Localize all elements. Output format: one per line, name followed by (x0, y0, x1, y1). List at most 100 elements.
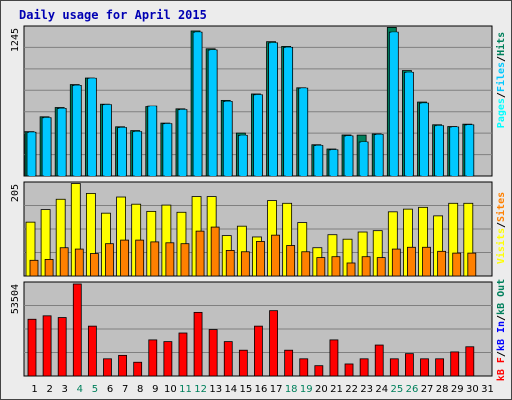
bar-pages-day-17 (270, 42, 277, 176)
bar-pages-day-26 (406, 72, 413, 176)
legend-bottom: kB F/kB In/kB Out (496, 279, 507, 381)
bar-sites-day-24 (376, 257, 386, 277)
bar-pages-day-7 (119, 127, 126, 176)
x-tick-label-25: 25 (391, 384, 404, 395)
bar-pages-day-27 (421, 103, 428, 176)
bar-pages-day-28 (436, 125, 443, 176)
bar-pages-day-3 (59, 108, 66, 176)
bar-kbf-day-6 (103, 358, 112, 377)
bar-pages-day-10 (164, 123, 171, 176)
bar-kbf-day-1 (27, 318, 37, 377)
bar-kbf-day-9 (148, 339, 158, 377)
bar-pages-day-14 (225, 101, 232, 176)
bar-sites-day-15 (240, 251, 250, 277)
x-tick-label-21: 21 (330, 384, 343, 395)
legend-hits: Hits (495, 32, 507, 56)
bar-pages-day-4 (74, 85, 81, 176)
bar-pages-day-23 (361, 142, 368, 176)
x-tick-label-22: 22 (345, 384, 358, 395)
bar-kbf-day-15 (238, 349, 248, 377)
bar-kbf-day-23 (359, 358, 369, 377)
bar-sites-day-26 (407, 246, 416, 277)
bar-sites-day-14 (225, 250, 235, 277)
ymax-label-top: 1245 (10, 28, 21, 52)
x-tick-label-23: 23 (360, 384, 373, 395)
legend-middle: Visits/Sites (495, 192, 507, 264)
bar-pages-day-30 (466, 124, 473, 176)
bar-kbf-day-29 (450, 351, 460, 377)
bar-sites-day-17 (271, 234, 280, 277)
x-tick-label-30: 30 (466, 384, 479, 395)
bar-kbf-day-27 (420, 358, 429, 377)
bar-kbf-day-30 (465, 346, 475, 377)
x-tick-label-17: 17 (270, 384, 283, 395)
x-tick-label-2: 2 (46, 384, 52, 395)
chart-title: Daily usage for April 2015 (19, 8, 207, 22)
bar-sites-day-6 (105, 243, 114, 277)
bar-sites-day-28 (437, 250, 447, 277)
bar-sites-day-9 (150, 241, 160, 277)
x-tick-label-15: 15 (240, 384, 253, 395)
bar-kbf-day-3 (57, 317, 67, 377)
bar-pages-day-15 (240, 135, 247, 176)
x-tick-label-18: 18 (285, 384, 298, 395)
x-tick-label-19: 19 (300, 384, 313, 395)
bar-sites-day-29 (452, 252, 462, 277)
bar-pages-day-20 (315, 145, 322, 176)
x-tick-label-29: 29 (451, 384, 464, 395)
bar-sites-day-13 (210, 226, 220, 277)
bar-pages-day-16 (255, 94, 262, 176)
bar-sites-day-23 (361, 256, 371, 277)
bar-pages-day-19 (300, 88, 307, 176)
bar-sites-day-10 (165, 242, 175, 277)
legend-top: Pages/Files/Hits (495, 32, 507, 128)
x-tick-label-8: 8 (137, 384, 143, 395)
legend-kb-out: kB Out (496, 279, 507, 315)
x-tick-label-16: 16 (255, 384, 268, 395)
bar-kbf-day-13 (208, 329, 218, 377)
bar-pages-day-12 (195, 32, 202, 176)
bar-sites-day-16 (256, 241, 265, 277)
bar-sites-day-20 (316, 257, 326, 277)
bar-pages-day-29 (451, 127, 458, 176)
x-tick-label-20: 20 (315, 384, 328, 395)
x-tick-label-6: 6 (107, 384, 113, 395)
legend-pages: Pages (496, 98, 507, 128)
bar-kbf-day-2 (42, 315, 52, 377)
bar-kbf-day-28 (435, 358, 445, 377)
bar-kbf-day-20 (314, 365, 324, 377)
bar-kbf-day-24 (374, 344, 384, 377)
x-tick-label-3: 3 (62, 384, 68, 395)
bar-sites-day-11 (180, 243, 190, 277)
legend-kb-f: kB F (496, 357, 507, 381)
bar-kbf-day-19 (299, 358, 309, 377)
bar-pages-day-8 (134, 131, 141, 176)
ymax-label-middle: 205 (10, 184, 21, 202)
bar-sites-day-5 (89, 253, 99, 277)
bar-pages-day-24 (376, 134, 383, 176)
x-tick-label-14: 14 (224, 384, 237, 395)
bar-kbf-day-25 (389, 358, 399, 377)
bar-sites-day-8 (135, 239, 145, 277)
x-tick-label-5: 5 (92, 384, 98, 395)
x-tick-label-11: 11 (179, 384, 192, 395)
bar-sites-day-18 (286, 245, 296, 277)
bar-sites-day-12 (195, 230, 205, 277)
bar-kbf-day-8 (133, 361, 143, 377)
bar-kbf-day-26 (405, 353, 414, 377)
bar-kbf-day-5 (87, 325, 97, 377)
x-tick-label-24: 24 (375, 384, 388, 395)
x-tick-label-7: 7 (122, 384, 128, 395)
x-tick-label-13: 13 (209, 384, 222, 395)
bar-pages-day-2 (44, 117, 51, 176)
x-tick-label-1: 1 (31, 384, 37, 395)
x-tick-label-26: 26 (406, 384, 419, 395)
bar-sites-day-30 (467, 252, 477, 277)
bar-kbf-day-14 (223, 341, 233, 377)
bar-pages-day-1 (29, 132, 35, 176)
bar-sites-day-7 (120, 239, 129, 277)
x-tick-label-31: 31 (481, 384, 494, 395)
bar-pages-day-11 (179, 109, 186, 176)
bar-pages-day-6 (104, 104, 111, 176)
